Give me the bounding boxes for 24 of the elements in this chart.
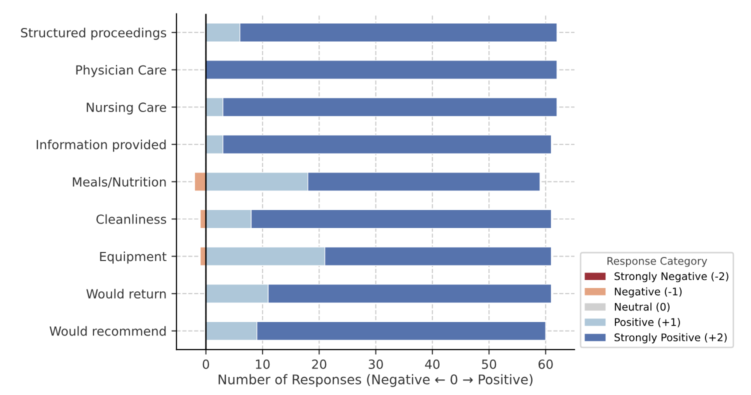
y-tick-label: Structured proceedings: [21, 28, 166, 40]
y-tick-label: Information provided: [36, 140, 166, 152]
y-tick-label: Nursing Care: [86, 102, 166, 114]
x-tick-label: 30: [368, 360, 383, 369]
y-tick-label: Cleanliness: [96, 214, 166, 224]
y-tick-label: Physician Care: [76, 65, 166, 78]
legend-label: Positive (+1): [614, 318, 680, 328]
y-tick-label: Meals/Nutrition: [72, 176, 166, 188]
y-tick-label: Equipment: [100, 252, 166, 264]
bar: [206, 60, 558, 80]
x-tick-label: 20: [312, 360, 326, 369]
y-tick-label: Would return: [86, 288, 166, 299]
legend-title: Response Category: [608, 256, 708, 267]
legend-label: Negative (-1): [614, 287, 682, 298]
y-tick-label: Would recommend: [50, 326, 166, 336]
x-tick-label: 50: [482, 360, 496, 369]
legend-label: Strongly Positive (+2): [614, 333, 727, 344]
x-axis-title: Number of Responses (Negative ← 0 → Positive): [218, 374, 532, 387]
legend-label: Strongly Negative (-2): [614, 272, 728, 282]
x-tick-label: 0: [202, 360, 210, 369]
x-tick-label: 60: [538, 360, 553, 369]
legend-label: Neutral (0): [614, 302, 670, 312]
x-tick-label: 10: [256, 360, 270, 369]
x-tick-label: 40: [425, 360, 440, 369]
